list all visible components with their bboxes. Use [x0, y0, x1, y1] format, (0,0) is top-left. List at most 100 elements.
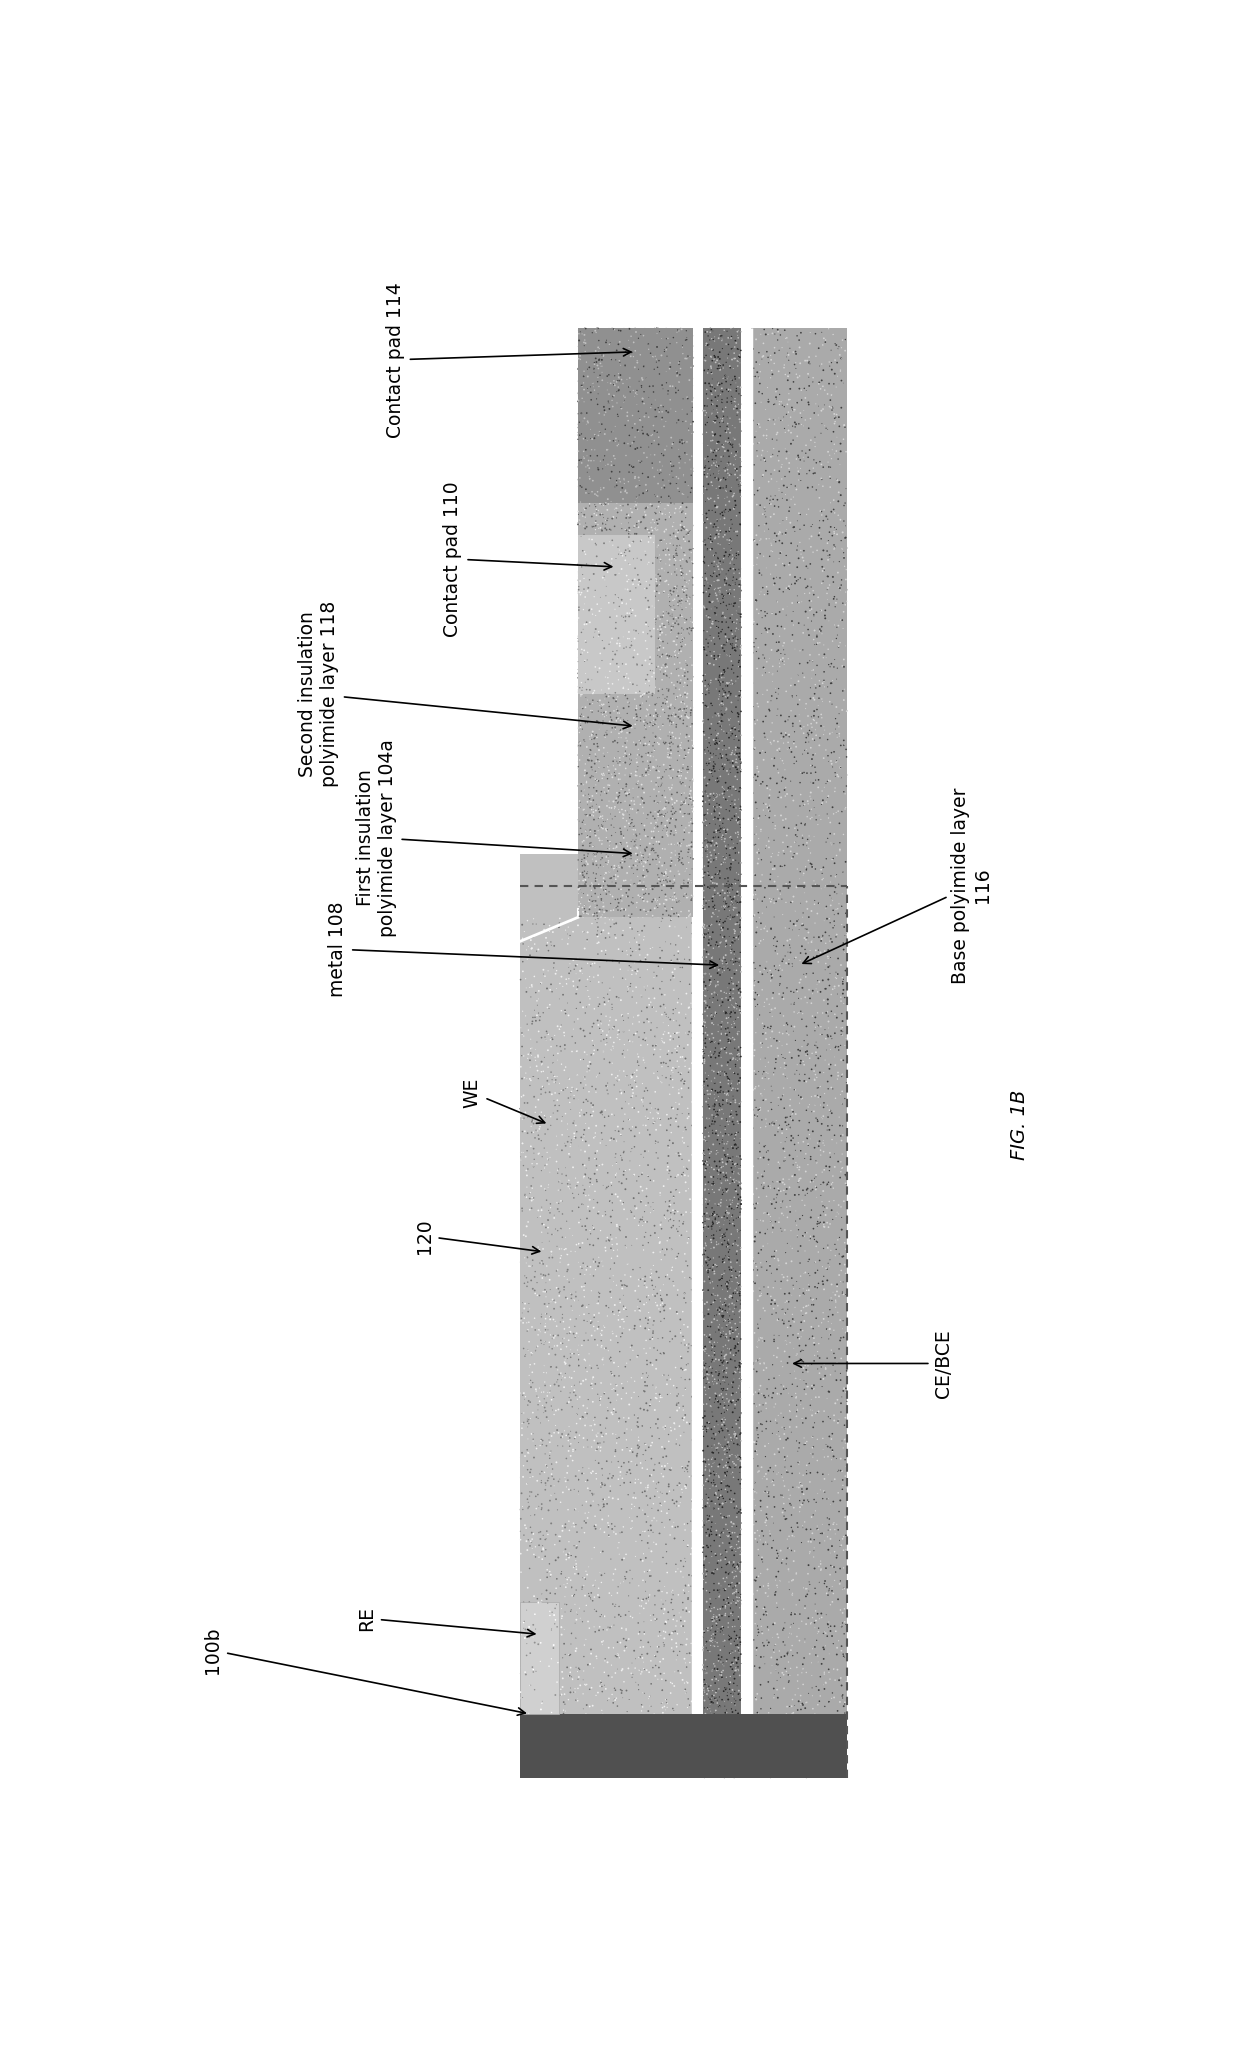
Point	[729, 650, 749, 683]
Point	[605, 1742, 625, 1775]
Point	[600, 821, 620, 854]
Point	[584, 850, 604, 883]
Point	[570, 1450, 590, 1483]
Point	[596, 1130, 616, 1163]
Point	[595, 383, 615, 416]
Point	[537, 1219, 557, 1252]
Point	[698, 1115, 718, 1148]
Point	[827, 745, 847, 778]
Point	[608, 577, 627, 610]
Point	[653, 1169, 673, 1202]
Point	[578, 323, 598, 356]
Point	[590, 801, 610, 834]
Point	[694, 554, 714, 588]
Point	[615, 892, 635, 925]
Point	[511, 1475, 531, 1508]
Point	[625, 883, 645, 917]
Point	[833, 536, 853, 569]
Point	[653, 898, 673, 931]
Point	[599, 457, 619, 490]
Point	[713, 1123, 733, 1157]
Point	[595, 327, 615, 360]
Point	[662, 557, 682, 590]
Point	[644, 836, 663, 869]
Point	[614, 1446, 634, 1479]
Point	[720, 1111, 740, 1144]
Point	[749, 1713, 769, 1746]
Point	[635, 497, 655, 530]
Point	[614, 1134, 634, 1167]
Point	[830, 832, 849, 865]
Point	[817, 1502, 837, 1535]
Point	[742, 1117, 761, 1150]
Point	[542, 1378, 562, 1411]
Point	[667, 552, 687, 586]
Point	[713, 910, 733, 943]
Point	[613, 772, 632, 805]
Point	[583, 470, 603, 503]
Point	[755, 832, 775, 865]
Point	[580, 414, 600, 447]
Point	[709, 1188, 729, 1221]
Point	[644, 681, 663, 714]
Point	[724, 1181, 744, 1215]
Point	[666, 1173, 686, 1206]
Point	[625, 385, 645, 418]
Point	[632, 515, 652, 548]
Point	[682, 1314, 702, 1347]
Point	[606, 850, 626, 883]
Point	[728, 617, 748, 650]
Point	[825, 1663, 844, 1697]
Point	[676, 761, 696, 794]
Point	[630, 724, 650, 757]
Point	[625, 1295, 645, 1328]
Point	[520, 1181, 539, 1215]
Point	[706, 995, 725, 1028]
Point	[626, 679, 646, 712]
Point	[800, 660, 820, 693]
Point	[610, 861, 630, 894]
Point	[722, 737, 742, 770]
Point	[641, 528, 661, 561]
Point	[577, 708, 596, 741]
Point	[724, 621, 744, 654]
Point	[702, 881, 722, 914]
Point	[610, 432, 630, 466]
Point	[801, 730, 821, 763]
Point	[647, 710, 667, 743]
Point	[825, 1370, 844, 1403]
Point	[551, 1467, 570, 1500]
Point	[594, 1490, 614, 1523]
Point	[723, 1198, 743, 1231]
Point	[639, 983, 658, 1016]
Point	[805, 1028, 825, 1061]
Point	[522, 1527, 542, 1560]
Point	[575, 521, 595, 554]
Point	[591, 950, 611, 983]
Point	[794, 1126, 813, 1159]
Point	[600, 1219, 620, 1252]
Point	[574, 588, 594, 621]
Point	[764, 1293, 784, 1326]
Point	[780, 490, 800, 523]
Point	[627, 472, 647, 505]
Point	[556, 1225, 575, 1258]
Point	[789, 1740, 808, 1773]
Point	[720, 314, 740, 348]
Point	[575, 1465, 595, 1498]
Point	[658, 447, 678, 480]
Point	[718, 823, 738, 857]
Point	[635, 652, 655, 685]
Point	[598, 1757, 618, 1790]
Point	[622, 886, 642, 919]
Point	[635, 356, 655, 389]
Point	[698, 1597, 718, 1630]
Point	[826, 1411, 846, 1444]
Point	[604, 683, 624, 716]
Point	[583, 886, 603, 919]
Point	[609, 1165, 629, 1198]
Point	[588, 457, 608, 490]
Point	[719, 927, 739, 960]
Point	[626, 813, 646, 846]
Point	[655, 995, 675, 1028]
